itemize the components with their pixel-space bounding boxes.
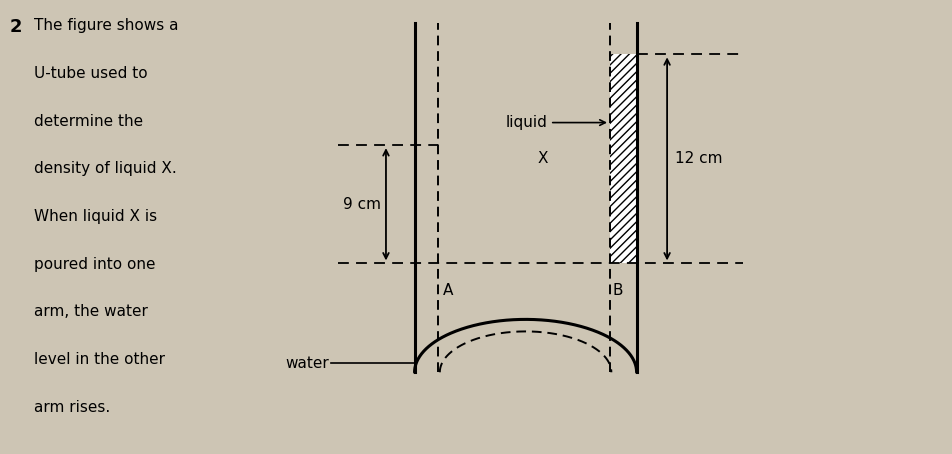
Text: 9 cm: 9 cm xyxy=(343,197,381,212)
Text: B: B xyxy=(612,283,623,298)
Text: poured into one: poured into one xyxy=(34,257,155,271)
Text: arm, the water: arm, the water xyxy=(34,304,148,319)
Text: When liquid X is: When liquid X is xyxy=(34,209,157,224)
Bar xyxy=(609,54,636,263)
Text: level in the other: level in the other xyxy=(34,352,165,367)
Bar xyxy=(609,54,636,263)
Text: water: water xyxy=(285,355,328,371)
Text: X: X xyxy=(537,151,547,167)
Text: A: A xyxy=(443,283,453,298)
Text: 2: 2 xyxy=(10,18,22,36)
Text: liquid: liquid xyxy=(506,115,547,130)
Text: determine the: determine the xyxy=(34,114,144,128)
Text: density of liquid X.: density of liquid X. xyxy=(34,161,177,176)
Text: arm rises.: arm rises. xyxy=(34,400,110,415)
Text: 12 cm: 12 cm xyxy=(674,151,722,167)
Text: The figure shows a: The figure shows a xyxy=(34,18,179,33)
Text: U-tube used to: U-tube used to xyxy=(34,66,148,81)
